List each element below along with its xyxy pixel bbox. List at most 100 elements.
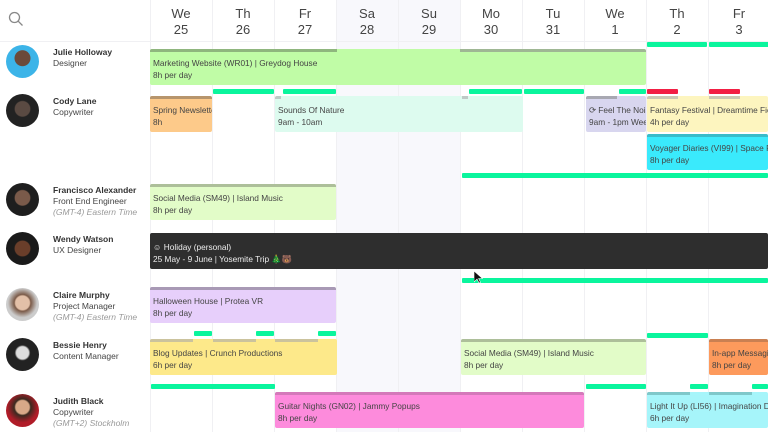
day-column [460, 0, 522, 432]
person-name: Cody Lane [53, 96, 97, 106]
booking-feel-the-noise[interactable]: ⟳ Feel The Noise 9am - 1pm Weekly [586, 96, 646, 132]
day-date: 1 [611, 22, 619, 37]
day-date: 31 [545, 22, 561, 37]
booking-light-it-up[interactable]: Light It Up (LI56) | Imagination Discove… [647, 392, 768, 428]
person-row[interactable]: Francisco Alexander Front End Engineer (GM… [6, 183, 137, 218]
day-column [522, 0, 584, 432]
booking-title: Marketing Website (WR01) | Greydog House [153, 58, 318, 68]
day-header[interactable]: We 1 [584, 6, 646, 38]
day-of-week: Mo [481, 6, 501, 21]
booking-hours: 6h per day [650, 413, 690, 423]
header-divider [0, 41, 768, 42]
booking-social-media[interactable]: Social Media (SM49) | Island Music 8h per… [461, 339, 646, 375]
availability-bar [647, 333, 708, 338]
booking-hours: 9am - 10am [278, 117, 323, 127]
day-header[interactable]: Tu 31 [522, 6, 584, 38]
booking-hours: 8h per day [712, 360, 752, 370]
booking-title: Guitar Nights (GN02) | Jammy Popups [278, 401, 420, 411]
avatar [6, 232, 39, 265]
day-header[interactable]: Su 29 [398, 6, 460, 38]
booking-hours: 8h [153, 117, 163, 127]
booking-in-app-messaging[interactable]: In-app Messaging 8h per day [709, 339, 768, 375]
smiley-icon: ☺ [153, 242, 164, 252]
avatar [6, 45, 39, 78]
day-header[interactable]: Th 26 [212, 6, 274, 38]
availability-bar [151, 384, 275, 389]
booking-marketing-website[interactable]: Marketing Website (WR01) | Greydog House… [150, 49, 646, 85]
availability-bar [647, 42, 707, 47]
booking-social-media[interactable]: Social Media (SM49) | Island Music 8h per… [150, 184, 336, 220]
booking-spring-newsletter[interactable]: Spring Newsletter 8h [150, 96, 212, 132]
day-header[interactable]: Mo 30 [460, 6, 522, 38]
availability-bar [318, 331, 336, 336]
booking-halloween-house[interactable]: Halloween House | Protea VR 8h per day [150, 287, 336, 323]
person-name: Julie Holloway [53, 47, 113, 57]
availability-bar [752, 384, 768, 389]
day-header[interactable]: Fr 27 [274, 6, 336, 38]
person-timezone: (GMT-4) Eastern Time [53, 312, 138, 322]
day-header[interactable]: Sa 28 [336, 6, 398, 38]
person-row[interactable]: Claire Murphy Project Manager (GMT-4) East… [6, 288, 137, 323]
person-row[interactable]: Bessie Henry Content Manager [6, 338, 119, 371]
booking-guitar-nights[interactable]: Guitar Nights (GN02) | Jammy Popups 8h pe… [275, 392, 584, 428]
availability-bar [213, 89, 274, 94]
person-row[interactable]: Cody Lane Copywriter [6, 94, 96, 127]
day-date: 30 [483, 22, 499, 37]
person-timezone: (GMT-4) Eastern Time [53, 207, 138, 217]
booking-fantasy-festival[interactable]: Fantasy Festival | Dreamtime Fields 4h pe… [647, 96, 768, 132]
booking-blog-updates[interactable]: Blog Updates | Crunch Productions 6h per … [150, 339, 337, 375]
availability-bar [586, 384, 646, 389]
booking-title: Holiday (personal) [163, 242, 232, 252]
day-of-week: Su [421, 6, 437, 21]
booking-hours: 9am - 1pm Weekly [589, 117, 646, 127]
overbooked-bar [647, 89, 678, 94]
person-name: Claire Murphy [53, 290, 110, 300]
day-of-week: Tu [545, 6, 561, 21]
availability-bar [256, 331, 274, 336]
day-of-week: Fr [732, 6, 746, 21]
booking-hours: 8h per day [153, 308, 193, 318]
day-of-week: Th [669, 6, 685, 21]
booking-hours: 8h per day [153, 70, 193, 80]
day-date: 3 [735, 22, 743, 37]
booking-sounds-of-nature[interactable]: Sounds Of Nature 9am - 10am [275, 96, 523, 132]
booking-title: Halloween House | Protea VR [153, 296, 264, 306]
person-name: Judith Black [53, 396, 104, 406]
booking-title: Spring Newsletter [153, 105, 212, 115]
avatar [6, 394, 39, 427]
day-date: 29 [421, 22, 437, 37]
availability-bar [619, 89, 646, 94]
day-column [708, 0, 768, 432]
booking-hours: 8h per day [464, 360, 504, 370]
person-name: Francisco Alexander [53, 185, 137, 195]
booking-title: In-app Messaging [712, 348, 768, 358]
day-of-week: Sa [359, 6, 375, 21]
day-date: 28 [359, 22, 375, 37]
search-icon[interactable] [8, 11, 24, 27]
booking-dates: 25 May - 9 June | Yosemite Trip 🎄🐻 [153, 254, 293, 264]
avatar [6, 183, 39, 216]
booking-hours: 6h per day [153, 360, 193, 370]
day-column [646, 0, 708, 432]
booking-title: Social Media (SM49) | Island Music [153, 193, 283, 203]
day-date: 2 [673, 22, 681, 37]
booking-hours: 8h per day [278, 413, 318, 423]
mouse-cursor-icon [473, 270, 484, 289]
booking-voyager-diaries[interactable]: Voyager Diaries (VI99) | Space Pod 8h per… [647, 134, 768, 170]
day-header[interactable]: We 25 [150, 6, 212, 38]
booking-hours: 4h per day [650, 117, 690, 127]
booking-title: Feel The Noise [598, 105, 646, 115]
booking-title: Light It Up (LI56) | Imagination Discove… [650, 401, 768, 411]
avatar [6, 338, 39, 371]
day-header[interactable]: Th 2 [646, 6, 708, 38]
person-row[interactable]: Judith Black Copywriter (GMT+2) Stockholm [6, 394, 129, 429]
booking-holiday[interactable]: ☺ Holiday (personal) 25 May - 9 June | Yo… [150, 233, 768, 269]
booking-hours: 8h per day [153, 205, 193, 215]
person-row[interactable]: Julie Holloway Designer [6, 45, 112, 78]
day-header[interactable]: Fr 3 [708, 6, 768, 38]
availability-bar [709, 42, 768, 47]
day-date: 25 [173, 22, 189, 37]
day-of-week: We [605, 6, 625, 21]
person-row[interactable]: Wendy Watson UX Designer [6, 232, 113, 265]
person-role: Project Manager [53, 301, 116, 311]
